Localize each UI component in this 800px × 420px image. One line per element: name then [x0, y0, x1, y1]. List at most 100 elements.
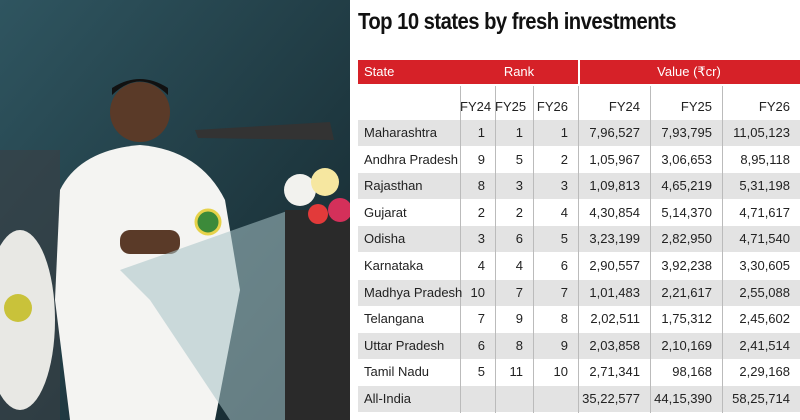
flowers: [328, 198, 350, 222]
header-cell: Value (₹cr): [657, 64, 721, 79]
table-cell: 7: [515, 284, 523, 300]
subheader-cell: FY24: [608, 99, 640, 114]
table-cell: 8: [477, 178, 485, 194]
table-cell: 6: [560, 258, 568, 273]
table-cell: 4,71,617: [739, 204, 790, 220]
header-cell: State: [364, 64, 395, 79]
row-band: [358, 120, 800, 146]
subheader-cell: FY25: [495, 99, 527, 114]
hand: [120, 230, 180, 254]
table-cell: 4: [477, 258, 485, 273]
table-cell: 7,96,527: [589, 125, 640, 140]
table-cell: 8: [515, 337, 523, 353]
table-cell: 5,31,198: [739, 178, 790, 194]
table-cell: 5: [515, 151, 523, 167]
table-cell: 5,14,370: [661, 204, 712, 220]
subheader-cell: FY26: [758, 99, 790, 114]
state-name: Odisha: [364, 231, 406, 247]
table-cell: 7: [477, 311, 485, 327]
table-cell: 9: [560, 337, 568, 353]
table-cell: 8: [560, 311, 568, 327]
table-cell: 6: [477, 337, 485, 353]
table-cell: 4,71,540: [739, 231, 790, 247]
state-name: Gujarat: [364, 204, 407, 220]
column-divider: [578, 86, 579, 413]
badge: [4, 294, 32, 322]
table-cell: 10: [553, 364, 568, 380]
table-cell: 1,09,813: [589, 178, 640, 194]
table-cell: 3,30,605: [739, 258, 790, 273]
table-cell: 11: [509, 364, 524, 380]
table-cell: 3,23,199: [589, 231, 640, 247]
state-name: Rajasthan: [364, 178, 423, 194]
header-divider: [578, 60, 580, 84]
table-cell: 3,92,238: [661, 258, 712, 273]
table-cell: 2: [560, 151, 568, 167]
person-background: [0, 230, 55, 410]
table-cell: 2,55,088: [739, 284, 790, 300]
header-cell: Rank: [503, 64, 535, 79]
table-cell: 3: [477, 231, 485, 247]
column-divider: [650, 86, 651, 413]
table-cell: 5: [560, 231, 568, 247]
table-cell: 2,10,169: [661, 337, 712, 353]
total-cell: 58,25,714: [732, 391, 790, 406]
badge: [194, 208, 222, 236]
table-cell: 2: [515, 204, 523, 220]
head: [110, 82, 170, 142]
row-band: [358, 332, 800, 359]
table-cell: 7: [560, 284, 568, 300]
table-cell: 4: [515, 258, 523, 273]
row-band: [358, 386, 800, 412]
table-panel: Top 10 states by fresh investments State…: [350, 0, 800, 420]
table-cell: 4,65,219: [661, 178, 712, 194]
table-cell: 7,93,795: [661, 125, 712, 140]
table-cell: 3: [515, 178, 523, 194]
table-cell: 1: [477, 125, 485, 140]
table-cell: 2,29,168: [739, 364, 790, 380]
state-name: Tamil Nadu: [364, 364, 430, 380]
hair: [112, 79, 168, 95]
table-cell: 2,02,511: [590, 311, 640, 327]
photo: [0, 0, 350, 420]
table-cell: 2: [477, 204, 485, 220]
podium: [285, 210, 350, 420]
table-cell: 5: [477, 364, 485, 380]
total-label: All-India: [364, 391, 411, 406]
state-name: Uttar Pradesh: [364, 337, 445, 353]
state-name: Andhra Pradesh: [364, 151, 458, 167]
state-name: Karnataka: [364, 258, 424, 273]
state-name: Telangana: [364, 311, 424, 327]
table-cell: 9: [477, 151, 485, 167]
column-divider: [495, 86, 496, 413]
flowers: [311, 168, 339, 196]
table-cell: 4: [560, 204, 568, 220]
total-cell: 44,15,390: [654, 391, 712, 406]
table-cell: 2,90,557: [589, 258, 640, 273]
table-cell: 10: [470, 284, 485, 300]
total-cell: 35,22,577: [582, 391, 640, 406]
subheader-cell: FY25: [680, 99, 712, 114]
table-cell: 11,05,123: [733, 125, 790, 140]
table-cell: 3: [560, 178, 568, 194]
table-cell: 8,95,118: [740, 151, 790, 167]
flowers: [284, 174, 316, 206]
table-cell: 2,71,341: [589, 364, 640, 380]
table-cell: 9: [515, 311, 523, 327]
table-cell: 1: [560, 125, 568, 140]
state-name: Madhya Pradesh: [364, 284, 463, 300]
table-cell: 1,05,967: [589, 151, 640, 167]
row-band: [358, 279, 800, 306]
table-cell: 1,01,483: [589, 284, 640, 300]
table-cell: 1,75,312: [661, 311, 712, 327]
title: Top 10 states by fresh investments: [358, 8, 677, 34]
subheader-cell: FY26: [536, 99, 568, 114]
column-divider: [722, 86, 723, 413]
table-cell: 2,03,858: [589, 337, 640, 353]
table-cell: 2,21,617: [661, 284, 712, 300]
column-divider: [460, 86, 461, 413]
table-cell: 2,45,602: [739, 311, 790, 327]
row-band: [358, 226, 800, 253]
column-divider: [533, 86, 534, 413]
